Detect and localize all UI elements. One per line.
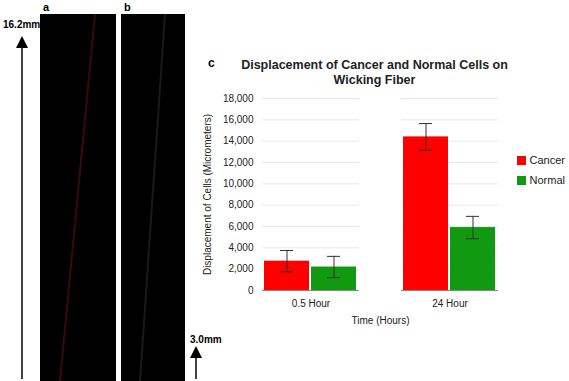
html-text:Displacement of Cancer and Nor: Displacement of Cancer and Normal Cells … (241, 58, 508, 87)
svg-text:16.2mm: 16.2mm (3, 19, 40, 30)
svg-text:18,000: 18,000 (223, 93, 254, 104)
svg-text:16,000: 16,000 (223, 114, 254, 125)
svg-text:14,000: 14,000 (223, 135, 254, 146)
html-text:Normal: Normal (529, 174, 565, 186)
svg-text:6,000: 6,000 (228, 221, 253, 232)
svg-text:Displacement of Cells (Microme: Displacement of Cells (Micrometers) (202, 114, 213, 275)
svg-text:3.0mm: 3.0mm (190, 334, 222, 345)
svg-text:b: b (124, 1, 131, 13)
svg-text:12,000: 12,000 (223, 157, 254, 168)
svg-text:10,000: 10,000 (223, 178, 254, 189)
svg-text:4,000: 4,000 (228, 242, 253, 253)
svg-text:24 Hour: 24 Hour (432, 298, 468, 309)
html-text:Cancer: Cancer (529, 154, 565, 166)
svg-text:0: 0 (248, 285, 254, 296)
svg-text:8,000: 8,000 (228, 199, 253, 210)
html-text:c: c (208, 56, 215, 70)
svg-text:a: a (43, 1, 50, 13)
svg-text:Time (Hours): Time (Hours) (352, 315, 410, 326)
svg-text:2,000: 2,000 (228, 263, 253, 274)
svg-text:0.5 Hour: 0.5 Hour (292, 298, 331, 309)
